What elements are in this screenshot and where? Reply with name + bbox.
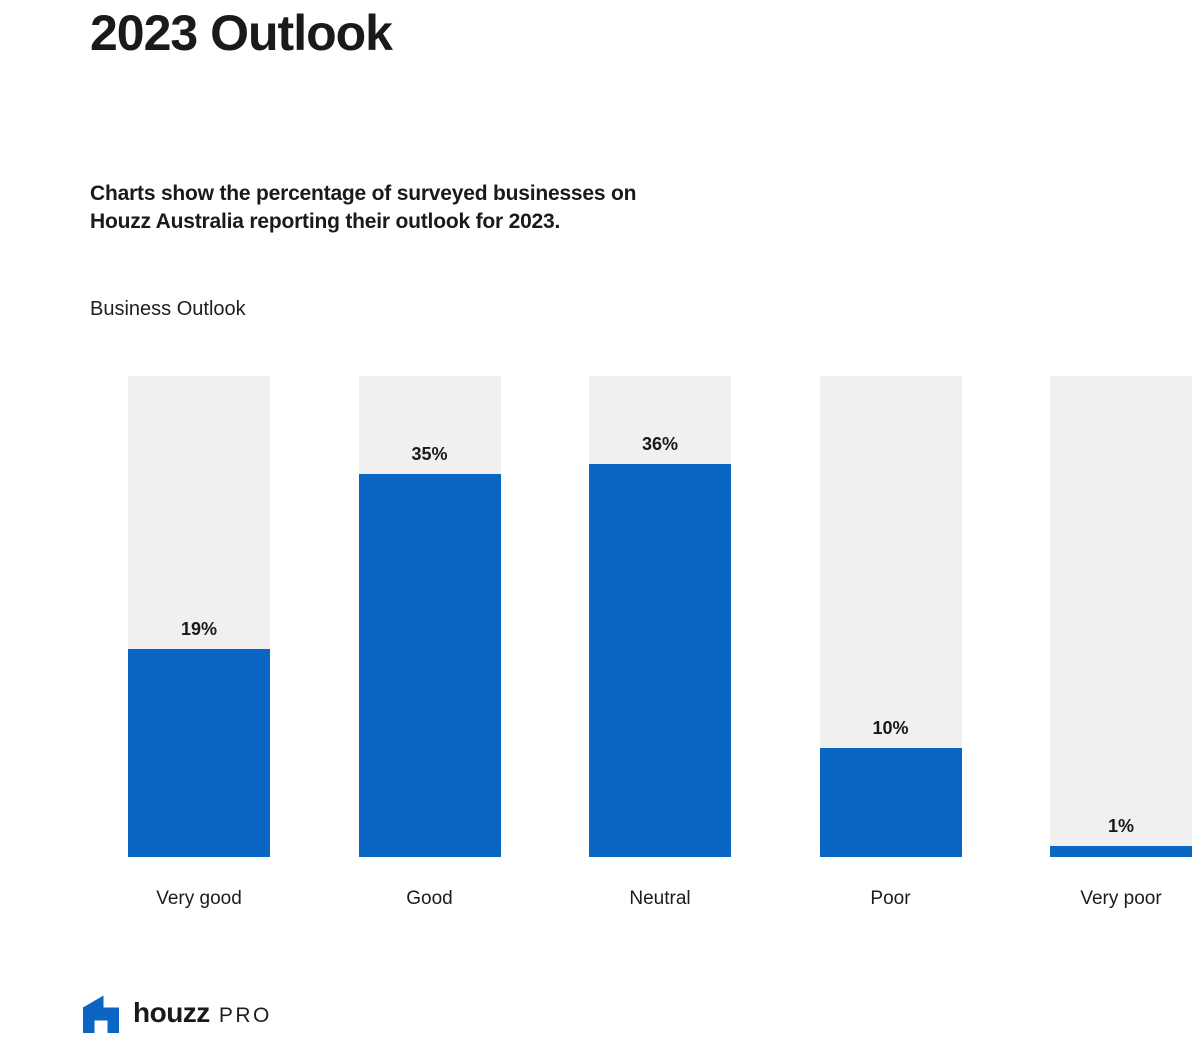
bar-category-label: Neutral: [629, 888, 691, 909]
bar-track: [1050, 376, 1192, 857]
logo-text: houzz PRO: [133, 999, 272, 1027]
bar-fill: [128, 649, 270, 857]
bar-category-label: Very poor: [1080, 888, 1162, 909]
bar-fill: [589, 463, 731, 857]
houzz-h-icon: [83, 995, 119, 1033]
page-title: 2023 Outlook: [90, 5, 393, 61]
chart-title: Business Outlook: [90, 298, 246, 320]
bar-fill: [1050, 846, 1192, 857]
bar-value-label: 19%: [180, 619, 218, 640]
bar-category-label: Good: [406, 888, 453, 909]
houzz-pro-logo: houzz PRO: [82, 993, 272, 1033]
bar-column: 1% Very poor: [1050, 376, 1192, 909]
subtitle-line-1: Charts show the percentage of surveyed b…: [90, 182, 637, 205]
bar-column: 35% Good: [358, 376, 501, 909]
bar-column: 19% Very good: [128, 376, 270, 909]
page-subtitle: Charts show the percentage of surveyed b…: [90, 180, 750, 236]
bar-column: 36% Neutral: [589, 376, 731, 909]
bar-value-label: 36%: [641, 433, 679, 454]
bar-fill: [819, 747, 962, 857]
bar-chart: 19% Very good 35% Good 36% Neutral 10% Poor 1% Ve…: [128, 376, 1192, 909]
subtitle-line-2: Houzz Australia reporting their outlook …: [90, 210, 561, 233]
bar-category-label: Very good: [156, 888, 242, 909]
bar-value-label: 35%: [411, 444, 448, 465]
bar-category-label: Poor: [870, 888, 911, 909]
bar-column: 10% Poor: [819, 376, 962, 909]
brand-name: houzz: [133, 997, 210, 1028]
bar-value-label: 10%: [872, 717, 909, 738]
bar-fill: [358, 474, 501, 857]
brand-suffix: PRO: [218, 1004, 272, 1027]
bar-value-label: 1%: [1107, 816, 1134, 837]
